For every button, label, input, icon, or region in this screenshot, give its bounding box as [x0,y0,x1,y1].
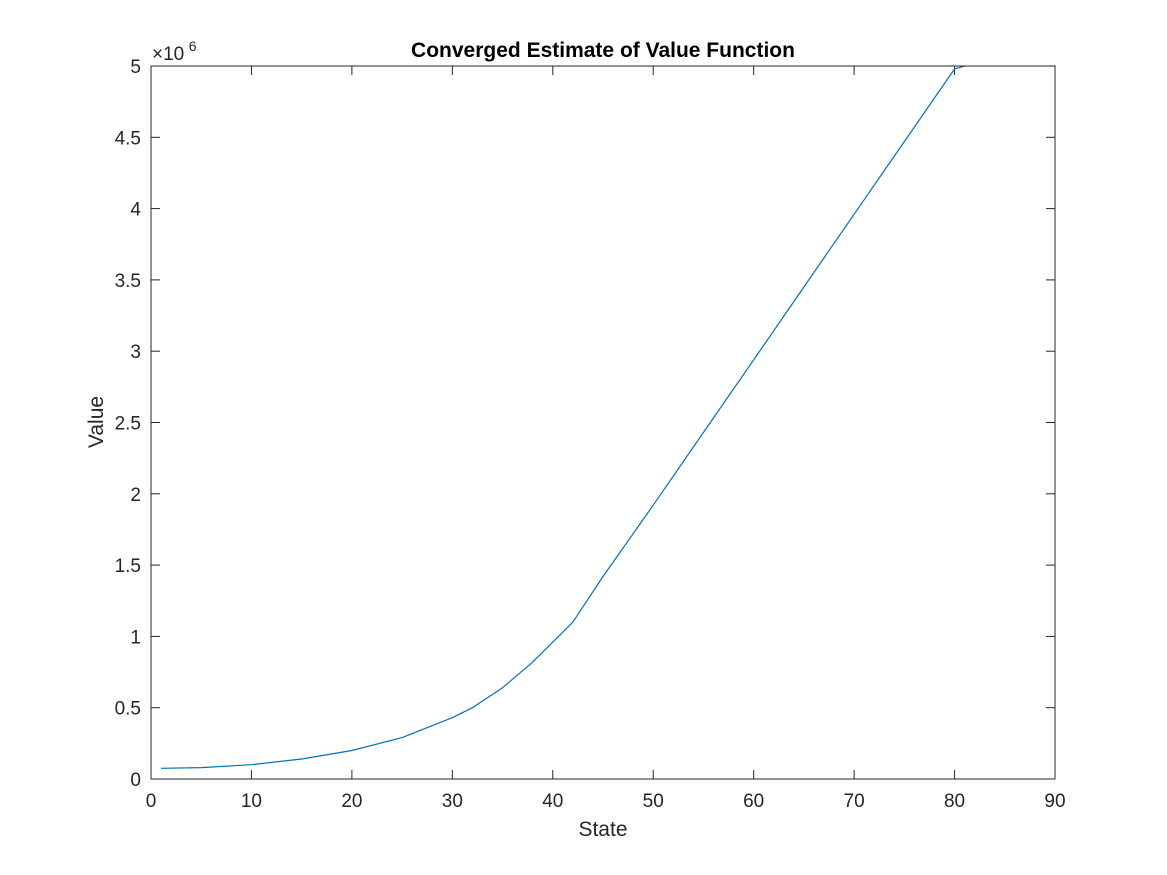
y-tick-label: 4.5 [115,128,141,149]
y-scale-exponent: ×10 6 [152,38,197,65]
x-tick-label: 70 [844,791,865,812]
series-line [160,65,965,769]
y-tick-label: 0 [130,770,141,791]
x-tick-label: 80 [944,791,965,812]
y-scale-exponent-base: ×10 [152,44,184,65]
x-tick-label: 50 [643,791,664,812]
y-tick-label: 3.5 [115,271,141,292]
ticks-group [150,65,1056,780]
y-tick-label: 2.5 [115,414,141,435]
plot-background [151,66,1055,779]
x-tick-label: 30 [442,791,463,812]
y-tick-label: 3 [130,342,141,363]
axes-box [150,65,1056,780]
y-scale-exponent-power: 6 [189,38,197,54]
x-tick-label: 90 [1044,791,1065,812]
y-tick-label: 4 [130,200,141,221]
x-axis-label: State [578,818,627,841]
y-tick-label: 0.5 [115,699,141,720]
tick-labels-group: 0 10 20 30 40 50 60 70 80 90 0 0.5 1 1.5 2 2.5 3 3.5 4 4.5 5 [115,57,1066,812]
y-tick-label: 1 [130,627,141,648]
chart-title: Converged Estimate of Value Function [411,39,795,62]
x-tick-label: 60 [743,791,764,812]
x-tick-label: 40 [542,791,563,812]
y-tick-label: 5 [130,57,141,78]
y-axis-label: Value [85,396,108,448]
y-tick-label: 2 [130,485,141,506]
x-tick-label: 20 [341,791,362,812]
series-group [160,65,965,769]
x-tick-label: 0 [146,791,157,812]
x-tick-label: 10 [241,791,262,812]
y-tick-label: 1.5 [115,556,141,577]
